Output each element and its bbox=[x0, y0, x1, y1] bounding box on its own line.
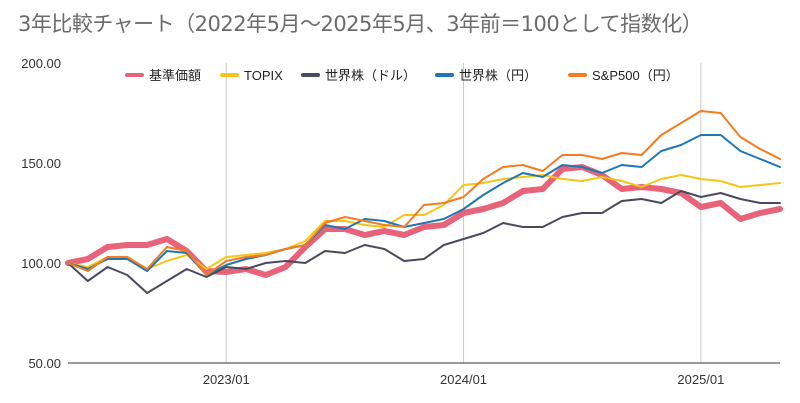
y-tick-label: 50.00 bbox=[28, 356, 61, 371]
x-tick-label: 2023/01 bbox=[203, 372, 250, 387]
legend-label: S&P500（円） bbox=[592, 68, 679, 83]
legend-label: 世界株（円） bbox=[459, 68, 537, 83]
legend-label: 基準価額 bbox=[149, 68, 201, 83]
x-tick-label: 2024/01 bbox=[440, 372, 487, 387]
y-tick-label: 100.00 bbox=[21, 256, 61, 271]
y-tick-label: 200.00 bbox=[21, 56, 61, 71]
series-line-1 bbox=[67, 174, 781, 270]
series-line-2 bbox=[67, 190, 781, 294]
x-tick-label: 2025/01 bbox=[677, 372, 724, 387]
legend-label: TOPIX bbox=[244, 68, 283, 83]
legend-label: 世界株（ドル） bbox=[325, 68, 416, 83]
series-line-4 bbox=[67, 110, 781, 276]
chart-title: 3年比較チャート（2022年5月〜2025年5月、3年前＝100として指数化） bbox=[18, 12, 703, 36]
y-tick-label: 150.00 bbox=[21, 156, 61, 171]
series-line-3 bbox=[67, 134, 781, 276]
